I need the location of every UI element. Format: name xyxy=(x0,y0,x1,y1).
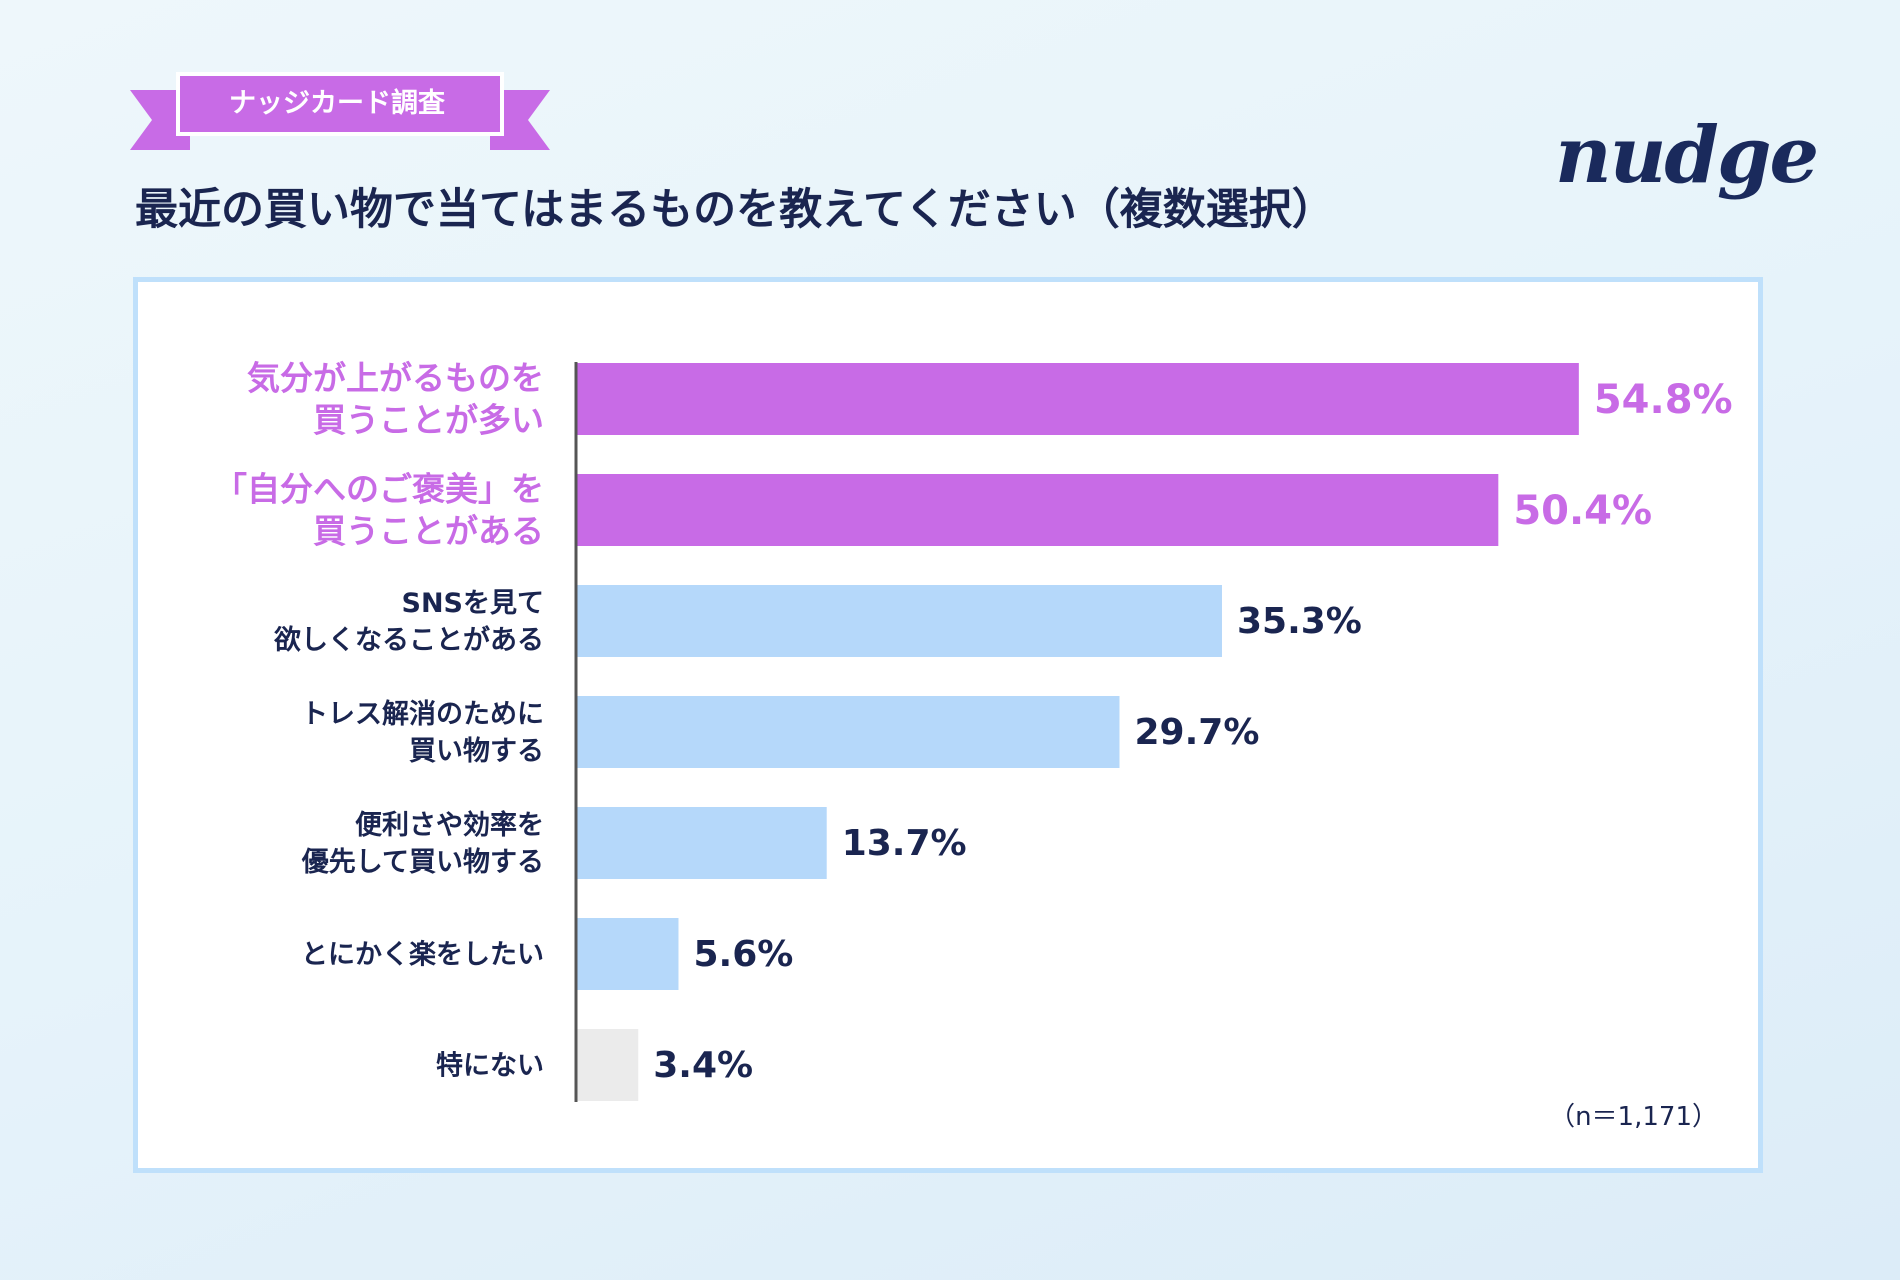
category-label-4: 便利さや効率を優先して買い物する xyxy=(301,809,544,878)
bar-4 xyxy=(576,807,827,879)
chart-title: 最近の買い物で当てはまるものを教えてください（複数選択） xyxy=(135,185,1335,235)
category-label-0: 気分が上がるものを買うことが多い xyxy=(247,359,544,440)
bar-5 xyxy=(576,918,679,990)
value-label-3: 29.7% xyxy=(1135,712,1260,753)
nudge-logo: nudge xyxy=(1555,110,1819,201)
bar-6 xyxy=(576,1029,639,1101)
bar-chart: 54.8% 気分が上がるものを買うことが多い 50.4% 「自分へのご褒美」を買うこと… xyxy=(214,359,1733,1102)
ribbon-badge xyxy=(130,72,550,150)
category-label-2: SNSを見て欲しくなることがある xyxy=(273,588,544,656)
value-label-0: 54.8% xyxy=(1594,377,1733,423)
category-label-1: 「自分へのご褒美」を買うことがある xyxy=(214,470,544,551)
value-label-2: 35.3% xyxy=(1237,601,1362,642)
value-label-4: 13.7% xyxy=(842,823,967,864)
value-label-1: 50.4% xyxy=(1513,488,1652,534)
bar-1 xyxy=(576,474,1499,546)
sample-size-note: （n＝1,171） xyxy=(1549,1102,1718,1132)
category-label-5: とにかく楽をしたい xyxy=(301,939,544,970)
value-label-5: 5.6% xyxy=(693,934,793,975)
bar-0 xyxy=(576,363,1579,435)
category-label-6: 特にない xyxy=(436,1050,544,1081)
chart-panel: 54.8% 気分が上がるものを買うことが多い 50.4% 「自分へのご褒美」を買うこと… xyxy=(133,277,1763,1173)
category-label-3: トレス解消のために買い物する xyxy=(301,699,544,767)
bar-3 xyxy=(576,696,1120,768)
value-label-6: 3.4% xyxy=(653,1045,753,1086)
bar-2 xyxy=(576,585,1222,657)
badge-label: ナッジカード調査 xyxy=(229,87,445,119)
